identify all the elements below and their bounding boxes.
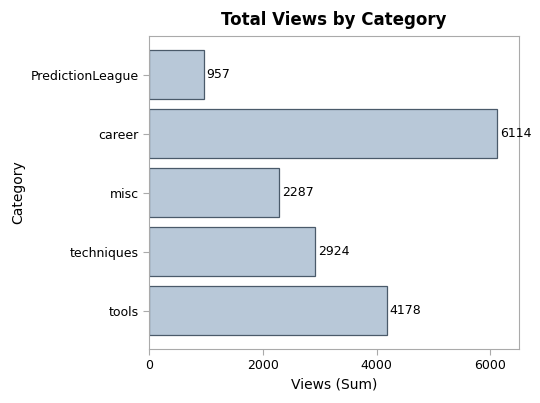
- Y-axis label: Category: Category: [11, 161, 25, 224]
- Bar: [149, 168, 279, 217]
- Bar: [149, 287, 387, 335]
- Bar: [149, 227, 315, 276]
- X-axis label: Views (Sum): Views (Sum): [291, 378, 377, 392]
- Title: Total Views by Category: Total Views by Category: [221, 11, 447, 29]
- Text: 6114: 6114: [500, 127, 531, 140]
- Bar: [149, 50, 204, 99]
- Text: 2287: 2287: [282, 186, 314, 199]
- Text: 2924: 2924: [319, 245, 350, 258]
- Text: 4178: 4178: [390, 304, 422, 317]
- Bar: [149, 109, 497, 158]
- Text: 957: 957: [207, 68, 231, 81]
